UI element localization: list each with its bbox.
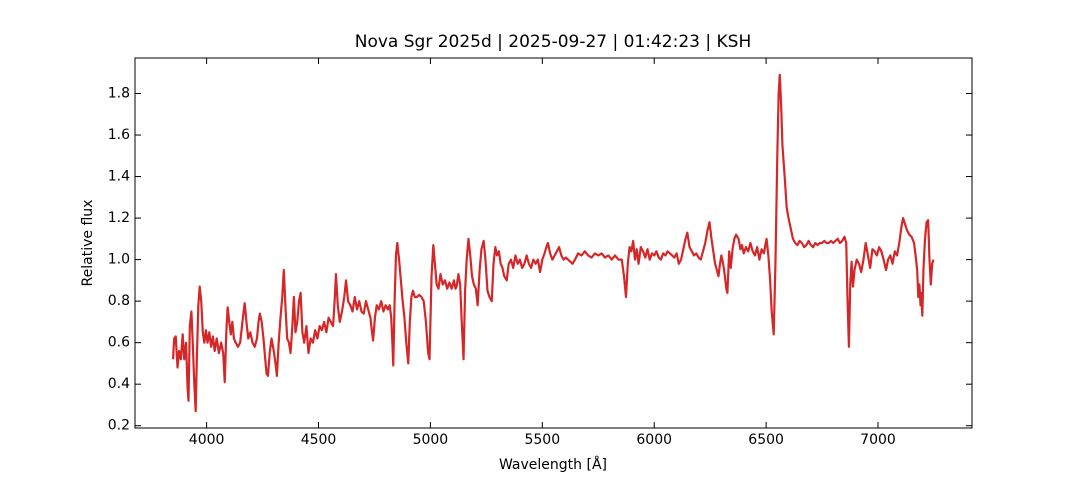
y-tick-label: 0.6 bbox=[108, 335, 130, 351]
x-axis-label: Wavelength [Å] bbox=[499, 456, 607, 473]
y-tick-label: 0.8 bbox=[108, 293, 130, 309]
y-tick-label: 1.8 bbox=[108, 86, 130, 102]
plot-frame bbox=[134, 57, 973, 429]
chart-title: Nova Sgr 2025d | 2025-09-27 | 01:42:23 |… bbox=[355, 32, 752, 52]
y-tick-label: 1.0 bbox=[108, 252, 130, 268]
y-tick-label: 0.4 bbox=[108, 376, 130, 392]
x-tick-label: 6500 bbox=[748, 432, 784, 448]
y-tick-label: 1.2 bbox=[108, 210, 130, 226]
x-tick-label: 5500 bbox=[524, 432, 560, 448]
spectrum-line bbox=[171, 73, 935, 413]
y-tick-label: 1.4 bbox=[108, 169, 130, 185]
x-tick-label: 4000 bbox=[189, 432, 225, 448]
y-tick-label: 1.6 bbox=[108, 127, 130, 143]
x-tick-label: 4500 bbox=[301, 432, 337, 448]
y-axis-label: Relative flux bbox=[80, 200, 96, 287]
x-tick-label: 5000 bbox=[413, 432, 449, 448]
y-tick-label: 0.2 bbox=[108, 418, 130, 434]
x-tick-label: 7000 bbox=[860, 432, 896, 448]
x-tick-label: 6000 bbox=[636, 432, 672, 448]
